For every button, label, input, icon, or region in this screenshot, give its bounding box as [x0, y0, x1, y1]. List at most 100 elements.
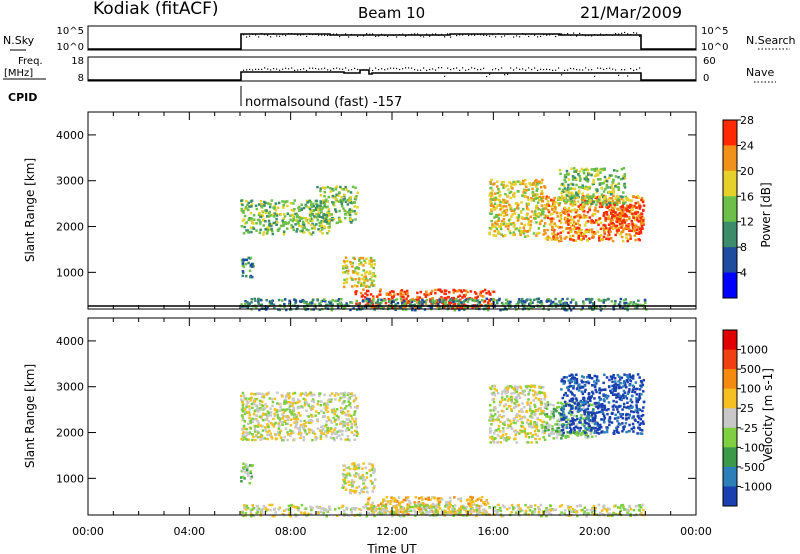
- data-cell: [505, 407, 509, 411]
- data-cell: [494, 225, 497, 229]
- data-cell: [502, 438, 506, 441]
- data-cell: [394, 303, 397, 306]
- data-cell: [632, 508, 636, 512]
- data-cell: [477, 300, 480, 303]
- data-cell: [640, 196, 644, 200]
- data-cell: [342, 393, 346, 397]
- data-cell: [518, 396, 522, 400]
- data-cell: [397, 509, 401, 512]
- data-cell: [515, 398, 518, 402]
- data-cell: [608, 209, 611, 212]
- data-cell: [606, 206, 609, 210]
- nsearch-point: [507, 33, 509, 35]
- data-cell: [425, 506, 429, 510]
- data-cell: [245, 427, 248, 431]
- data-cell: [317, 506, 320, 509]
- nsearch-point: [402, 33, 404, 35]
- data-cell: [333, 420, 336, 423]
- data-cell: [286, 204, 289, 208]
- data-cell: [346, 472, 350, 475]
- data-cell: [584, 197, 587, 200]
- data-cell: [327, 208, 330, 211]
- data-cell: [558, 505, 562, 508]
- data-cell: [245, 397, 248, 400]
- data-cell: [535, 427, 538, 430]
- data-cell: [519, 231, 523, 235]
- data-cell: [638, 227, 642, 230]
- data-cell: [351, 479, 354, 482]
- data-cell: [295, 506, 298, 509]
- data-cell: [353, 438, 356, 441]
- data-cell: [608, 512, 611, 515]
- nsearch-point: [579, 32, 581, 34]
- data-cell: [392, 307, 395, 310]
- data-cell: [605, 237, 608, 240]
- data-cell: [601, 513, 605, 516]
- data-cell: [572, 177, 575, 180]
- nsearch-point: [612, 34, 614, 36]
- data-cell: [477, 511, 480, 515]
- data-cell: [270, 397, 274, 401]
- data-cell: [344, 200, 348, 203]
- data-cell: [614, 233, 617, 237]
- data-cell: [546, 214, 549, 218]
- data-cell: [242, 434, 245, 437]
- nave-point: [471, 67, 473, 69]
- data-cell: [457, 289, 461, 292]
- data-cell: [370, 503, 373, 507]
- data-cell: [533, 210, 537, 213]
- data-cell: [636, 303, 639, 307]
- data-cell: [496, 223, 499, 226]
- data-cell: [271, 404, 274, 408]
- data-cell: [581, 201, 584, 205]
- data-cell: [577, 205, 580, 208]
- data-cell: [481, 290, 485, 293]
- data-cell: [537, 180, 541, 183]
- data-cell: [326, 211, 329, 215]
- nsearch-point: [483, 34, 485, 36]
- nave-point: [609, 67, 611, 69]
- data-cell: [390, 496, 393, 499]
- data-cell: [250, 230, 253, 234]
- data-cell: [289, 514, 293, 518]
- data-cell: [256, 425, 260, 428]
- data-cell: [331, 219, 334, 222]
- data-cell: [320, 425, 323, 429]
- data-cell: [366, 501, 370, 504]
- data-cell: [556, 215, 559, 218]
- data-cell: [461, 296, 464, 299]
- data-cell: [529, 405, 532, 408]
- data-cell: [275, 408, 278, 412]
- data-cell: [626, 308, 629, 312]
- data-cell: [437, 502, 441, 505]
- data-cell: [345, 188, 348, 191]
- data-cell: [440, 511, 444, 514]
- data-cell: [488, 227, 492, 230]
- nave-point: [414, 69, 416, 71]
- data-cell: [382, 504, 385, 507]
- data-cell: [313, 393, 316, 397]
- data-cell: [520, 301, 524, 305]
- data-cell: [545, 204, 548, 208]
- data-cell: [488, 298, 491, 302]
- data-cell: [403, 511, 406, 514]
- data-cell: [287, 393, 290, 397]
- data-cell: [610, 217, 613, 221]
- data-cell: [343, 509, 346, 513]
- data-cell: [320, 220, 323, 223]
- data-cell: [388, 512, 392, 515]
- data-cell: [257, 423, 260, 427]
- data-cell: [252, 412, 256, 416]
- data-cell: [523, 223, 526, 227]
- data-cell: [586, 178, 590, 181]
- data-cell: [594, 434, 598, 438]
- nsearch-point: [591, 35, 593, 37]
- data-cell: [527, 436, 531, 439]
- data-cell: [605, 180, 609, 183]
- data-cell: [337, 194, 340, 198]
- nave-point: [447, 67, 449, 69]
- data-cell: [376, 300, 379, 303]
- data-cell: [382, 498, 385, 501]
- data-cell: [296, 406, 299, 410]
- data-cell: [577, 173, 580, 176]
